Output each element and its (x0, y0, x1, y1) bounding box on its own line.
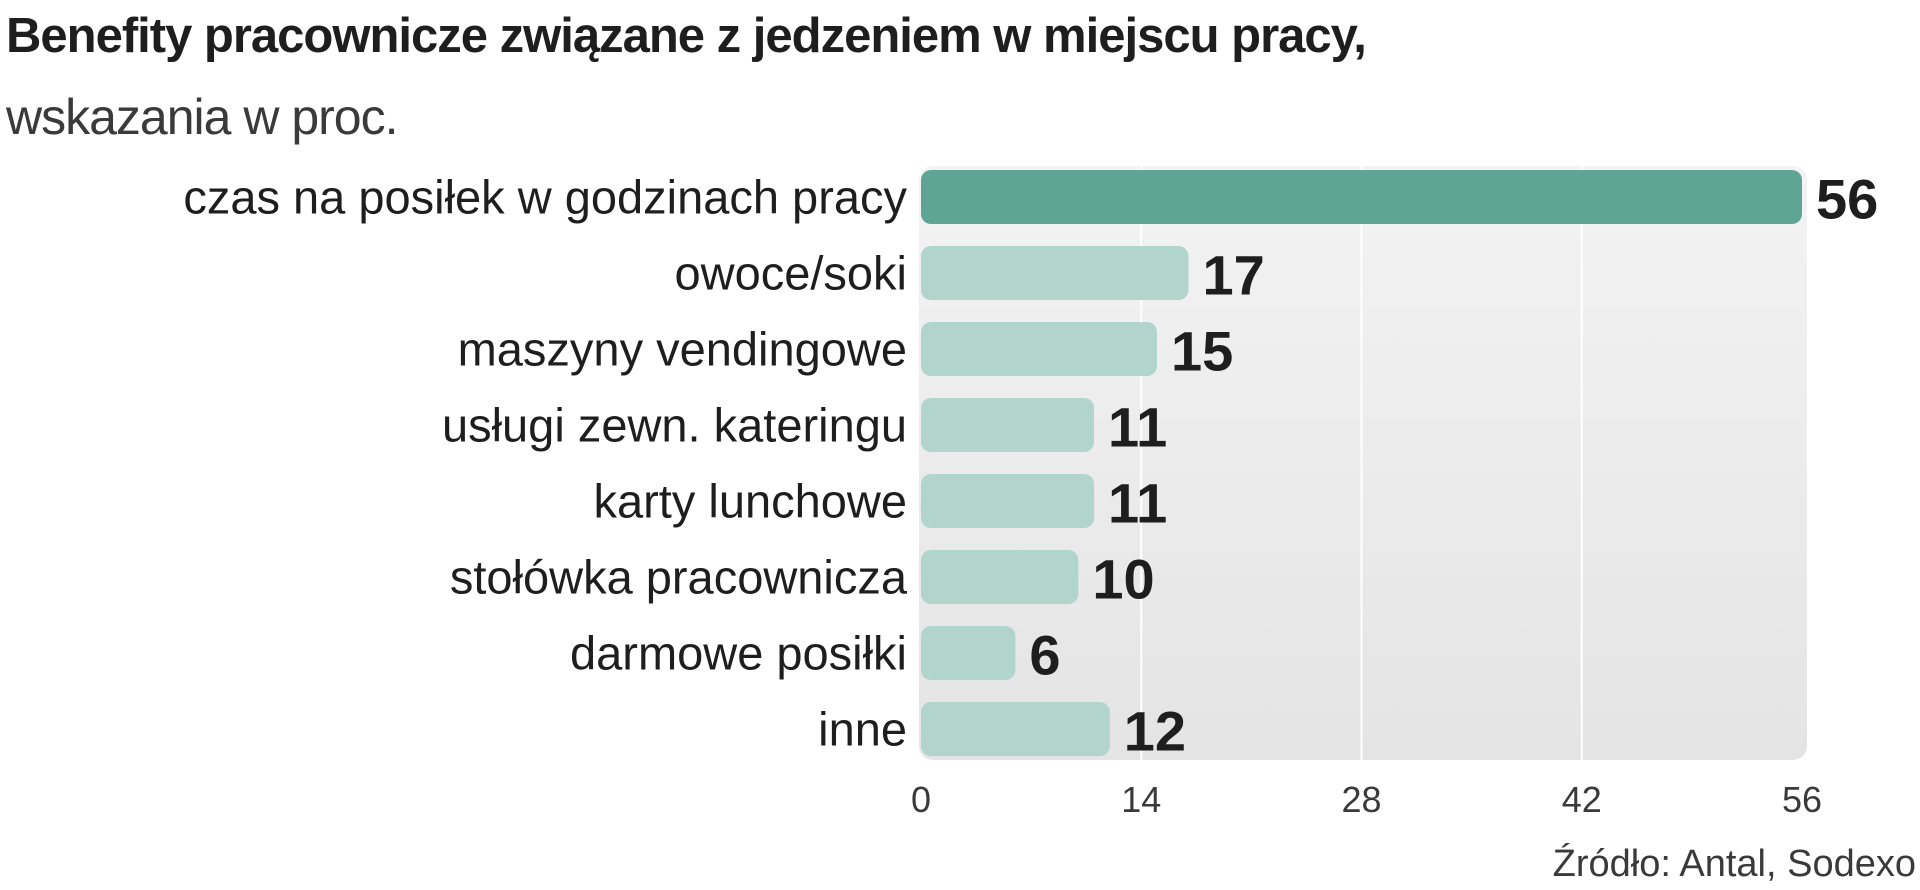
category-label: owoce/soki (675, 247, 908, 300)
bar-chart: czas na posiłek w godzinach pracy 56 owoce… (183, 166, 1878, 820)
chart-subtitle: wskazania w proc. (6, 89, 398, 145)
value-label: 56 (1816, 168, 1878, 231)
bar (921, 398, 1095, 452)
category-label: usługi zewn. kateringu (442, 399, 907, 452)
value-label: 11 (1108, 472, 1167, 535)
category-label: stołówka pracownicza (450, 551, 908, 604)
category-label: darmowe posiłki (570, 627, 907, 680)
value-label: 11 (1108, 396, 1167, 459)
category-label: karty lunchowe (594, 475, 908, 528)
x-tick-label: 14 (1121, 779, 1161, 820)
value-label: 17 (1202, 244, 1264, 307)
x-tick-label: 42 (1562, 779, 1602, 820)
bar (921, 474, 1095, 528)
value-label: 10 (1092, 548, 1154, 611)
value-label: 15 (1171, 320, 1233, 383)
bar (921, 626, 1016, 680)
bar (921, 322, 1157, 376)
category-label: czas na posiłek w godzinach pracy (183, 171, 907, 224)
chart-title: Benefity pracownicze związane z jedzenie… (6, 9, 1367, 63)
bar (921, 246, 1189, 300)
source-note: Źródło: Antal, Sodexo (1552, 843, 1916, 885)
bar (921, 702, 1110, 756)
value-label: 6 (1029, 624, 1060, 687)
bar (921, 170, 1802, 224)
category-label: maszyny vendingowe (458, 323, 907, 376)
category-label: inne (818, 703, 907, 756)
x-tick-label: 0 (911, 779, 931, 820)
x-tick-label: 56 (1782, 779, 1822, 820)
value-label: 12 (1124, 700, 1186, 763)
bar (921, 550, 1079, 604)
x-tick-label: 28 (1341, 779, 1381, 820)
